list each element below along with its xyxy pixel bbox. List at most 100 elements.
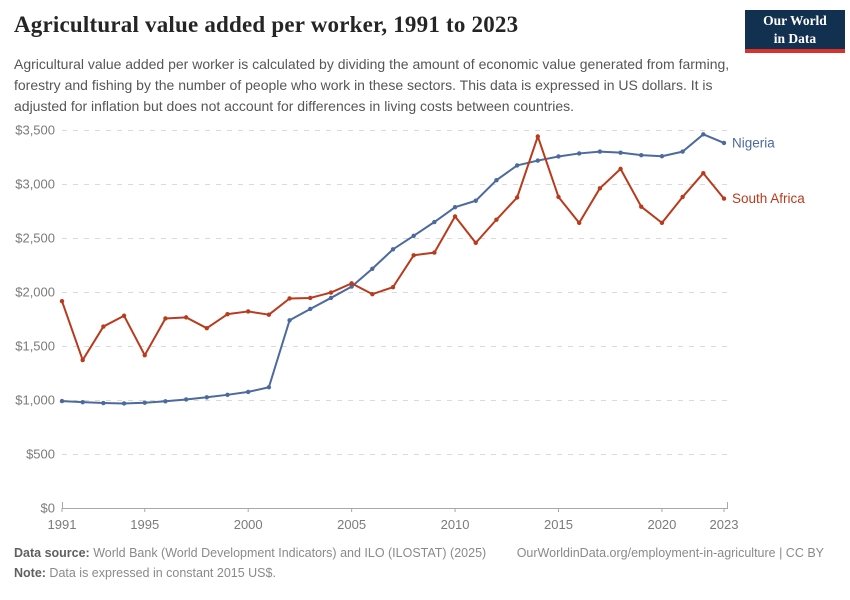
y-tick-label: $1,500 xyxy=(15,339,55,354)
series-point-south-africa[interactable] xyxy=(473,240,478,246)
series-point-south-africa[interactable] xyxy=(432,250,437,255)
y-tick-label: $2,000 xyxy=(15,285,55,300)
series-point-south-africa[interactable] xyxy=(411,253,416,258)
x-tick-label: 2010 xyxy=(441,517,470,532)
series-point-south-africa[interactable] xyxy=(639,204,644,209)
page-title: Agricultural value added per worker, 199… xyxy=(14,12,519,37)
series-point-nigeria[interactable] xyxy=(618,150,623,155)
series-point-nigeria[interactable] xyxy=(473,198,478,203)
note-text: Data is expressed in constant 2015 US$. xyxy=(45,566,276,580)
y-tick-label: $2,500 xyxy=(15,231,55,246)
series-point-nigeria[interactable] xyxy=(721,140,727,146)
series-point-south-africa[interactable] xyxy=(452,214,458,219)
owid-logo: Our World in Data xyxy=(745,10,845,53)
y-tick-label: $1,000 xyxy=(15,393,55,408)
owid-logo-line1: Our World xyxy=(763,12,827,28)
series-point-nigeria[interactable] xyxy=(245,389,251,395)
note-row: Note: Data is expressed in constant 2015… xyxy=(14,563,824,583)
series-point-nigeria[interactable] xyxy=(597,149,603,154)
series-point-south-africa[interactable] xyxy=(142,352,147,358)
y-tick-label: $500 xyxy=(26,447,55,462)
series-point-south-africa[interactable] xyxy=(618,166,623,172)
series-point-south-africa[interactable] xyxy=(721,196,727,201)
series-point-nigeria[interactable] xyxy=(432,219,437,225)
series-point-nigeria[interactable] xyxy=(556,154,561,159)
data-source: Data source: World Bank (World Developme… xyxy=(14,543,486,563)
series-point-nigeria[interactable] xyxy=(370,266,375,271)
series-point-south-africa[interactable] xyxy=(370,291,375,297)
series-point-nigeria[interactable] xyxy=(163,399,168,404)
x-tick-label: 2015 xyxy=(544,517,573,532)
series-point-nigeria[interactable] xyxy=(494,178,499,183)
series-point-south-africa[interactable] xyxy=(245,309,251,314)
x-tick-label: 2005 xyxy=(337,517,366,532)
note-label: Note: xyxy=(14,566,46,580)
series-point-nigeria[interactable] xyxy=(204,395,210,400)
series-point-south-africa[interactable] xyxy=(349,281,354,286)
line-chart-canvas: $0 $500 $1,000 $1,500 $2,000 $2,500 $3,000 $3,5… xyxy=(15,123,805,533)
data-source-label: Data source: xyxy=(14,546,90,560)
series-point-south-africa[interactable] xyxy=(576,220,582,226)
series-point-nigeria[interactable] xyxy=(576,151,582,156)
x-tick-label: 2000 xyxy=(234,517,263,532)
series-point-south-africa[interactable] xyxy=(287,296,292,301)
series-point-south-africa[interactable] xyxy=(163,316,168,321)
x-tick-label: 2020 xyxy=(647,517,676,532)
series-point-nigeria[interactable] xyxy=(701,132,706,137)
chart-subtitle: Agricultural value added per worker is c… xyxy=(14,56,730,114)
series-point-south-africa[interactable] xyxy=(556,194,561,200)
source-row: Data source: World Bank (World Developme… xyxy=(14,543,824,563)
series-point-nigeria[interactable] xyxy=(287,318,292,323)
y-tick-label: $0 xyxy=(41,501,55,516)
series-point-south-africa[interactable] xyxy=(328,290,334,295)
series-point-nigeria[interactable] xyxy=(659,154,665,159)
series-point-nigeria[interactable] xyxy=(535,158,541,163)
series-point-nigeria[interactable] xyxy=(411,233,416,239)
series-point-nigeria[interactable] xyxy=(183,397,189,402)
series-point-nigeria[interactable] xyxy=(452,205,458,210)
x-tick-label: 2023 xyxy=(710,517,739,532)
y-tick-label: $3,000 xyxy=(15,177,55,192)
x-tick-label: 1995 xyxy=(130,517,159,532)
series-point-south-africa[interactable] xyxy=(121,313,127,318)
series-point-south-africa[interactable] xyxy=(80,357,85,363)
series-point-nigeria[interactable] xyxy=(225,392,230,398)
owid-url: OurWorldinData.org/employment-in-agricul… xyxy=(516,546,824,560)
series-point-south-africa[interactable] xyxy=(390,284,396,290)
series-point-nigeria[interactable] xyxy=(349,284,354,289)
series-end-label-south-africa[interactable]: South Africa xyxy=(732,191,805,206)
series-point-nigeria[interactable] xyxy=(80,399,85,405)
y-tick-label: $3,500 xyxy=(15,123,55,138)
series-point-south-africa[interactable] xyxy=(225,311,230,317)
series-point-nigeria[interactable] xyxy=(121,401,127,406)
series-point-south-africa[interactable] xyxy=(59,298,65,304)
series-point-south-africa[interactable] xyxy=(514,195,520,200)
series-point-nigeria[interactable] xyxy=(514,163,520,168)
series-point-nigeria[interactable] xyxy=(101,400,106,406)
series-point-south-africa[interactable] xyxy=(308,295,313,301)
series-point-nigeria[interactable] xyxy=(59,398,65,404)
series-point-nigeria[interactable] xyxy=(142,400,147,405)
series-point-south-africa[interactable] xyxy=(701,171,706,176)
series-point-nigeria[interactable] xyxy=(266,385,272,390)
series-point-nigeria[interactable] xyxy=(680,149,685,154)
series-point-south-africa[interactable] xyxy=(680,194,685,200)
data-source-text: World Bank (World Development Indicators… xyxy=(89,546,487,560)
series-point-south-africa[interactable] xyxy=(183,315,189,320)
series-point-south-africa[interactable] xyxy=(597,186,603,191)
series-point-nigeria[interactable] xyxy=(639,152,644,158)
series-point-south-africa[interactable] xyxy=(659,220,665,226)
series-point-nigeria[interactable] xyxy=(308,306,313,312)
series-point-nigeria[interactable] xyxy=(328,295,334,301)
series-point-south-africa[interactable] xyxy=(535,134,541,139)
chart-footer: Data source: World Bank (World Developme… xyxy=(14,543,824,583)
series-point-south-africa[interactable] xyxy=(266,312,272,317)
x-tick-label: 1991 xyxy=(48,517,77,532)
owid-logo-line2: in Data xyxy=(773,30,817,46)
series-point-nigeria[interactable] xyxy=(390,247,396,252)
series-point-south-africa[interactable] xyxy=(494,217,499,222)
series-point-south-africa[interactable] xyxy=(204,325,210,331)
series-end-label-nigeria[interactable]: Nigeria xyxy=(732,135,775,150)
series-point-south-africa[interactable] xyxy=(101,324,106,329)
